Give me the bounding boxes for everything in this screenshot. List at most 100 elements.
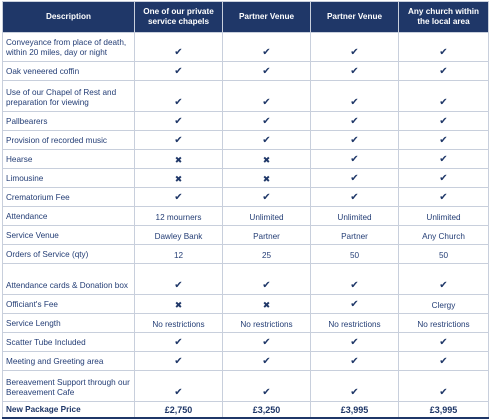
row-label: Crematorium Fee [2, 187, 135, 207]
check-icon: ✔ [262, 97, 271, 108]
table-cell: ✔ [134, 111, 223, 131]
check-icon: ✔ [350, 97, 359, 108]
check-icon: ✔ [262, 356, 271, 367]
package-price: £3,250 [222, 401, 311, 419]
check-icon: ✔ [174, 192, 183, 203]
header-local-church: Any church within the local area [398, 1, 489, 33]
check-icon: ✔ [262, 116, 271, 127]
check-icon: ✔ [174, 387, 183, 398]
check-icon: ✔ [350, 66, 359, 77]
table-cell: ✔ [310, 32, 399, 62]
table-row: Oak veneered coffin ✔ ✔ ✔ ✔ [2, 61, 489, 81]
table-cell: No restrictions [222, 313, 311, 333]
package-price: £2,750 [134, 401, 223, 419]
table-cell: ✔ [310, 80, 399, 112]
table-cell: ✖ [222, 294, 311, 314]
table-cell: ✔ [398, 61, 489, 81]
check-icon: ✔ [350, 135, 359, 146]
check-icon: ✔ [262, 135, 271, 146]
row-label: Hearse [2, 149, 135, 169]
check-icon: ✔ [174, 356, 183, 367]
table-cell: ✔ [310, 130, 399, 150]
table-row: Use of our Chapel of Rest and preparatio… [2, 80, 489, 112]
table-cell: ✖ [134, 168, 223, 188]
table-cell: ✔ [310, 187, 399, 207]
check-icon: ✔ [439, 154, 448, 165]
check-icon: ✔ [174, 116, 183, 127]
row-label: Orders of Service (qty) [2, 244, 135, 264]
table-cell: ✔ [134, 263, 223, 295]
table-row: Pallbearers ✔ ✔ ✔ ✔ [2, 111, 489, 131]
cross-icon: ✖ [174, 300, 183, 310]
table-cell: ✔ [398, 111, 489, 131]
table-cell: ✔ [222, 130, 311, 150]
cross-icon: ✖ [262, 174, 271, 184]
check-icon: ✔ [262, 47, 271, 58]
table-cell: ✔ [398, 263, 489, 295]
table-cell: ✔ [134, 80, 223, 112]
table-cell: ✔ [398, 80, 489, 112]
row-label: Meeting and Greeting area [2, 351, 135, 371]
table-cell: ✔ [134, 351, 223, 371]
check-icon: ✔ [350, 299, 359, 310]
table-cell: ✔ [222, 61, 311, 81]
table-cell: ✔ [134, 370, 223, 402]
cross-icon: ✖ [262, 300, 271, 310]
table-cell: Unlimited [222, 206, 311, 226]
table-cell: 25 [222, 244, 311, 264]
cross-icon: ✖ [174, 174, 183, 184]
check-icon: ✔ [174, 337, 183, 348]
table-row: Attendance cards & Donation box ✔ ✔ ✔ ✔ [2, 263, 489, 295]
cross-icon: ✖ [174, 155, 183, 165]
package-price: £3,995 [310, 401, 399, 419]
price-row: New Package Price £2,750 £3,250 £3,995 £3,99… [2, 401, 489, 419]
table-cell: ✔ [222, 332, 311, 352]
check-icon: ✔ [174, 66, 183, 77]
table-cell: ✔ [398, 370, 489, 402]
check-icon: ✔ [439, 173, 448, 184]
check-icon: ✔ [350, 387, 359, 398]
table-row: Attendance 12 mourners Unlimited Unlimited U… [2, 206, 489, 226]
check-icon: ✔ [350, 116, 359, 127]
cross-icon: ✖ [262, 155, 271, 165]
table-cell: ✖ [222, 149, 311, 169]
table-cell: ✔ [398, 187, 489, 207]
table-row: Orders of Service (qty) 12 25 50 50 [2, 244, 489, 264]
table-cell: ✔ [398, 149, 489, 169]
check-icon: ✔ [262, 337, 271, 348]
price-row-label: New Package Price [2, 401, 135, 419]
table-cell: ✖ [222, 168, 311, 188]
table-cell: ✔ [310, 332, 399, 352]
table-cell: Clergy [398, 294, 489, 314]
row-label: Limousine [2, 168, 135, 188]
table-cell: ✔ [310, 149, 399, 169]
check-icon: ✔ [174, 135, 183, 146]
table-cell: No restrictions [398, 313, 489, 333]
check-icon: ✔ [439, 356, 448, 367]
table-cell: ✔ [398, 32, 489, 62]
table-cell: ✔ [134, 187, 223, 207]
check-icon: ✔ [439, 116, 448, 127]
table-cell: ✔ [222, 111, 311, 131]
check-icon: ✔ [350, 280, 359, 291]
row-label: Provision of recorded music [2, 130, 135, 150]
row-label: Use of our Chapel of Rest and preparatio… [2, 80, 135, 112]
check-icon: ✔ [439, 97, 448, 108]
table-row: Service Length No restrictions No restrict… [2, 313, 489, 333]
table-row: Bereavement Support through our Bereavem… [2, 370, 489, 402]
table-row: Limousine ✖ ✖ ✔ ✔ [2, 168, 489, 188]
table-cell: ✔ [310, 111, 399, 131]
table-cell: Any Church [398, 225, 489, 245]
table-row: Crematorium Fee ✔ ✔ ✔ ✔ [2, 187, 489, 207]
check-icon: ✔ [174, 47, 183, 58]
check-icon: ✔ [262, 280, 271, 291]
table-cell: ✔ [310, 263, 399, 295]
table-cell: ✔ [222, 32, 311, 62]
check-icon: ✔ [439, 66, 448, 77]
header-partner-venue-1: Partner Venue [222, 1, 311, 33]
header-private-chapels: One of our private service chapels [134, 1, 223, 33]
check-icon: ✔ [439, 387, 448, 398]
table-cell: ✖ [134, 149, 223, 169]
table-cell: ✔ [222, 80, 311, 112]
